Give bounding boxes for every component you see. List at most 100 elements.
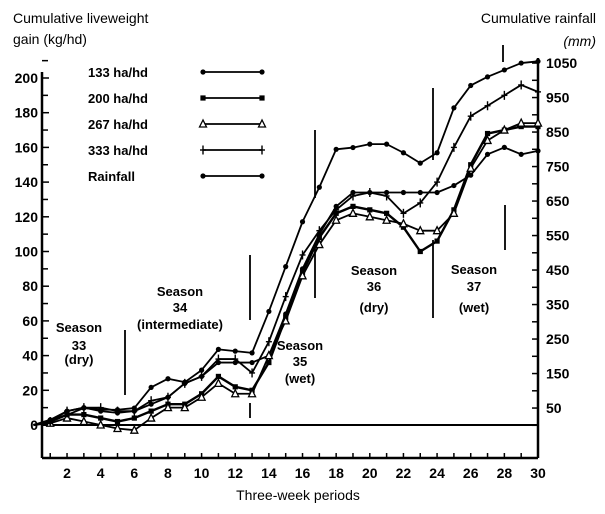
series-layer	[33, 58, 543, 434]
series-rainfall	[33, 58, 541, 427]
season-34-label: (intermediate)	[137, 317, 223, 332]
y-left-tick-label: 100	[15, 244, 39, 260]
data-point-rainfall	[283, 264, 289, 270]
x-tick-label: 22	[396, 465, 412, 481]
data-point-rainfall	[299, 219, 306, 225]
data-point-rainfall	[131, 405, 137, 411]
season-36-label: 36	[367, 279, 381, 294]
x-tick-label: 10	[194, 465, 210, 481]
data-point-133-ha-hd	[417, 189, 423, 196]
data-point-133-ha-hd	[535, 148, 541, 154]
x-tick-label: 30	[530, 465, 546, 481]
data-point-200-ha-hd	[131, 415, 137, 421]
y-right-tick-label: 850	[546, 124, 570, 140]
x-tick-label: 24	[429, 465, 445, 481]
data-point-333-ha-hd	[265, 337, 272, 347]
data-point-rainfall	[81, 405, 87, 411]
data-point-267-ha-hd	[129, 424, 139, 434]
data-point-333-ha-hd	[316, 226, 323, 236]
legend-item: 333 ha/hd	[88, 143, 265, 158]
data-point-267-ha-hd	[281, 315, 291, 325]
data-point-rainfall	[417, 160, 423, 166]
legend-marker	[259, 95, 265, 101]
legend-marker	[200, 145, 206, 155]
data-point-133-ha-hd	[434, 189, 440, 196]
x-tick-label: 6	[130, 465, 138, 481]
data-point-rainfall	[114, 407, 121, 413]
data-point-333-ha-hd	[282, 292, 289, 302]
data-point-200-ha-hd	[232, 384, 238, 390]
data-point-267-ha-hd	[146, 412, 156, 422]
y-left-tick-label: 200	[15, 70, 39, 86]
y-left-tick-label: 40	[22, 348, 38, 364]
season-34-label: 34	[173, 300, 188, 315]
data-point-267-ha-hd	[365, 211, 375, 221]
data-point-267-ha-hd	[533, 117, 543, 127]
data-point-333-ha-hd	[484, 101, 491, 111]
legend-marker	[257, 118, 267, 128]
y-left-tick-label: 120	[15, 209, 39, 225]
data-point-rainfall	[165, 376, 171, 382]
y-left-tick-label: 160	[15, 139, 39, 155]
data-point-267-ha-hd	[180, 402, 190, 412]
data-point-333-ha-hd	[249, 368, 256, 378]
data-point-200-ha-hd	[81, 411, 87, 418]
axes: 2 4 6 8 10 12 14 16 18 20 22 24 26 28 3002040608010012…	[15, 55, 578, 481]
y-right-tick-label: 150	[546, 366, 570, 382]
season-33-label: 33	[72, 338, 86, 353]
data-point-133-ha-hd	[518, 151, 524, 157]
data-point-333-ha-hd	[467, 111, 474, 121]
data-point-200-ha-hd	[98, 415, 104, 421]
data-point-rainfall	[64, 412, 70, 418]
y-right-tick-label: 450	[546, 262, 570, 278]
data-point-200-ha-hd	[316, 235, 322, 241]
data-point-rainfall	[518, 60, 524, 66]
data-point-rainfall	[47, 419, 53, 425]
data-point-rainfall	[484, 74, 491, 80]
data-point-rainfall	[182, 379, 188, 385]
legend-item: Rainfall	[88, 169, 265, 184]
data-point-rainfall	[215, 346, 222, 352]
right-axis-title-line1: Cumulative rainfall	[481, 10, 596, 26]
data-point-267-ha-hd	[516, 117, 526, 127]
data-point-267-ha-hd	[264, 350, 274, 360]
data-point-267-ha-hd	[213, 377, 223, 388]
data-point-333-ha-hd	[450, 142, 457, 152]
data-point-rainfall	[148, 384, 154, 390]
legend-label: 133 ha/hd	[88, 65, 148, 80]
legend-marker	[200, 69, 206, 75]
data-point-267-ha-hd	[197, 391, 207, 401]
season-34-label: Season	[157, 284, 203, 299]
data-point-267-ha-hd	[230, 388, 240, 398]
season-35-label: 35	[293, 354, 307, 369]
data-point-333-ha-hd	[434, 177, 441, 187]
y-right-tick-label: 750	[546, 159, 570, 175]
data-point-rainfall	[468, 82, 474, 89]
data-point-333-ha-hd	[501, 90, 508, 100]
season-36-label: (dry)	[360, 300, 389, 315]
x-tick-label: 26	[463, 465, 479, 481]
data-point-333-ha-hd	[333, 205, 340, 215]
legend-item: 200 ha/hd	[88, 91, 265, 106]
legend-label: 200 ha/hd	[88, 91, 148, 106]
data-point-267-ha-hd	[499, 124, 509, 134]
data-point-rainfall	[434, 150, 440, 156]
y-left-tick-label: 140	[15, 174, 39, 190]
legend-label: 267 ha/hd	[88, 117, 148, 132]
data-point-rainfall	[501, 67, 507, 73]
data-point-133-ha-hd	[451, 182, 457, 189]
data-point-333-ha-hd	[383, 191, 390, 201]
data-point-267-ha-hd	[314, 239, 324, 249]
data-point-333-ha-hd	[215, 354, 222, 364]
data-point-200-ha-hd	[434, 238, 440, 244]
data-point-333-ha-hd	[299, 250, 306, 260]
data-point-267-ha-hd	[79, 416, 89, 426]
x-tick-label: 2	[63, 465, 71, 481]
legend-item: 267 ha/hd	[88, 117, 267, 132]
legend-marker	[259, 69, 265, 75]
season-labels: Season33(dry)Season34(intermediate)Seaso…	[56, 262, 497, 386]
season-37-label: Season	[451, 262, 497, 277]
y-right-tick-label: 1050	[546, 55, 577, 71]
data-point-133-ha-hd	[501, 144, 507, 150]
